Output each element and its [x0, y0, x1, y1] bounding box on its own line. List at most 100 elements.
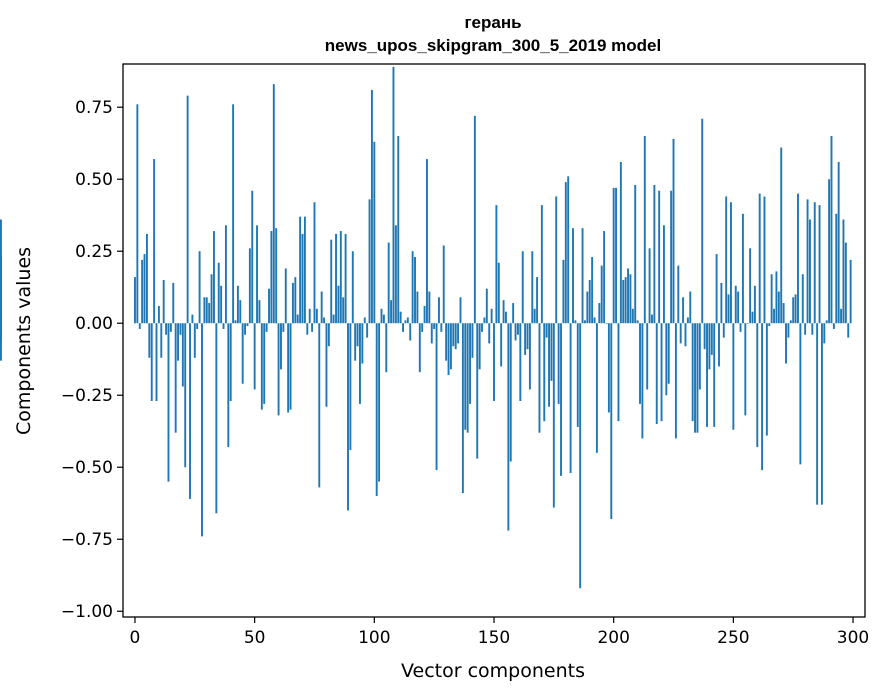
bar-169 — [538, 323, 541, 433]
bar-107 — [390, 300, 393, 324]
x-axis: 0 50 100 150 200 250 300 — [130, 617, 869, 648]
bar-140 — [469, 323, 472, 404]
bar-251 — [734, 285, 737, 324]
bar-71 — [303, 216, 306, 324]
bar-15 — [169, 323, 172, 332]
bar-115 — [409, 323, 412, 341]
bar-3 — [141, 259, 144, 324]
bar-53 — [260, 323, 263, 410]
bar-262 — [761, 323, 764, 471]
bar-40 — [229, 323, 232, 401]
bar-278 — [799, 323, 802, 465]
bar-13 — [165, 323, 168, 335]
y-tick-label: 0.50 — [75, 170, 113, 190]
bar-268 — [775, 271, 778, 324]
bar-0 — [134, 277, 136, 324]
bar-296 — [842, 219, 845, 324]
bar-54 — [263, 323, 266, 404]
bar-183 — [572, 228, 574, 324]
bar-211 — [639, 323, 641, 404]
bar-215 — [648, 248, 651, 324]
bar-120 — [421, 323, 424, 332]
bar-236 — [698, 323, 701, 390]
bar-165 — [528, 323, 531, 390]
bar-217 — [653, 184, 656, 324]
bar-292 — [832, 323, 835, 329]
bar-237 — [701, 118, 704, 324]
bar-17 — [174, 323, 177, 433]
bar-undefined — [0, 219, 2, 324]
bar-9 — [155, 323, 158, 401]
bar-168 — [536, 277, 539, 324]
bar-173 — [548, 323, 550, 407]
bar-28 — [201, 323, 203, 537]
bar-18 — [177, 323, 179, 361]
bar-281 — [806, 199, 809, 324]
bar-192 — [593, 317, 596, 324]
bar-52 — [258, 300, 261, 324]
bar-113 — [404, 320, 407, 324]
bar-undefined — [0, 323, 2, 361]
bar-111 — [399, 311, 402, 324]
bar-181 — [567, 176, 570, 324]
bar-41 — [232, 104, 235, 324]
bar-2 — [138, 323, 141, 329]
bar-131 — [447, 323, 450, 376]
bar-78 — [320, 291, 323, 324]
bar-69 — [299, 216, 302, 324]
x-tick-label: 100 — [358, 628, 390, 648]
bar-129 — [442, 245, 445, 324]
bar-126 — [435, 323, 438, 471]
bar-201 — [615, 187, 618, 324]
bar-267 — [773, 308, 775, 324]
bar-66 — [291, 282, 294, 324]
bar-68 — [296, 314, 299, 324]
bar-288 — [823, 323, 826, 344]
bar-213 — [643, 136, 646, 324]
bar-116 — [411, 251, 414, 324]
bar-190 — [588, 280, 591, 324]
y-tick-label: −0.75 — [61, 530, 113, 550]
bar-136 — [459, 297, 462, 324]
bar-187 — [581, 228, 584, 324]
bar-76 — [315, 308, 318, 324]
bar-152 — [497, 262, 500, 324]
bar-286 — [818, 205, 821, 324]
bar-164 — [526, 323, 529, 350]
bar-291 — [830, 136, 833, 324]
bar-149 — [490, 308, 493, 324]
bar-87 — [342, 297, 345, 324]
bar-99 — [370, 89, 373, 324]
bars-group — [0, 66, 852, 589]
bar-151 — [495, 205, 498, 324]
bar-293 — [835, 213, 838, 324]
bar-67 — [294, 277, 297, 324]
bar-123 — [428, 291, 431, 324]
bar-72 — [306, 323, 309, 335]
bar-7 — [150, 323, 153, 401]
bar-210 — [636, 320, 639, 324]
bar-276 — [794, 294, 797, 324]
bar-245 — [720, 282, 723, 324]
bar-197 — [605, 323, 608, 324]
bar-84 — [335, 233, 337, 324]
bar-38 — [224, 225, 227, 324]
bar-222 — [665, 323, 668, 396]
bar-132 — [449, 323, 452, 370]
bar-204 — [622, 280, 625, 324]
bar-59 — [275, 228, 278, 324]
bar-105 — [385, 323, 388, 373]
bar-162 — [521, 251, 524, 324]
bar-167 — [533, 308, 536, 324]
bar-188 — [584, 320, 586, 324]
bar-196 — [603, 231, 606, 324]
bar-205 — [624, 277, 627, 324]
bar-148 — [488, 323, 491, 344]
bar-114 — [406, 317, 409, 324]
bar-134 — [454, 323, 457, 350]
bar-269 — [777, 291, 780, 324]
bar-214 — [646, 323, 649, 390]
bar-81 — [327, 323, 330, 347]
bar-50 — [253, 323, 256, 390]
bar-6 — [148, 323, 151, 358]
